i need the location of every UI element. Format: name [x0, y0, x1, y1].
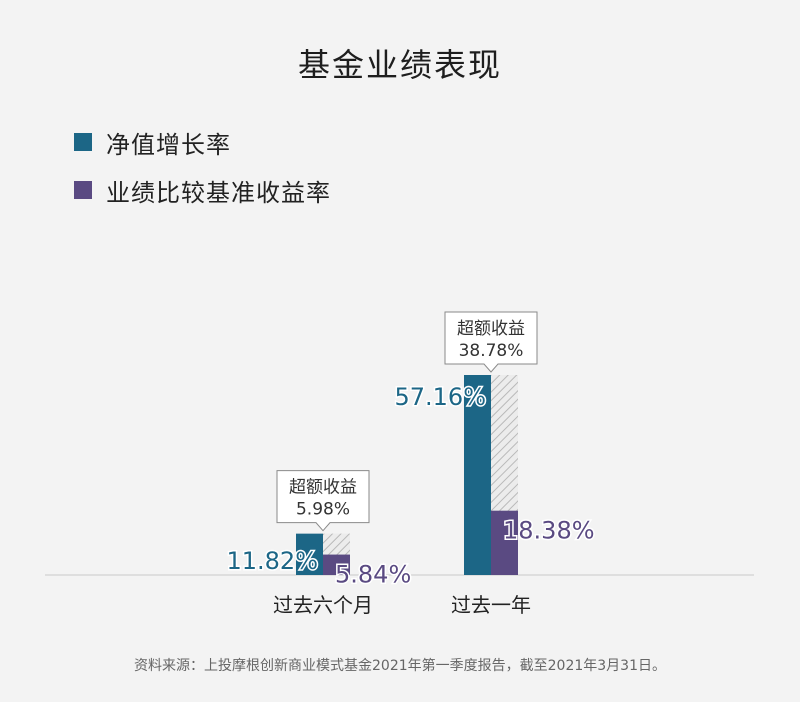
benchmark-value-label: 5.84%: [335, 561, 411, 589]
legend-label-nav-growth: 净值增长率: [106, 130, 231, 159]
excess-return-callout: [276, 470, 370, 532]
benchmark-bar: [491, 510, 518, 575]
bar-chart: 11.82% 5.84%过去六个月超额收益5.98%57.16%18.38%过去一…: [45, 311, 754, 617]
legend-swatch-nav-growth: [74, 133, 92, 151]
nav-growth-bar: [296, 533, 323, 575]
legend: 净值增长率 业绩比较基准收益率: [74, 118, 331, 214]
excess-return-value: 38.78%: [459, 341, 524, 361]
nav-growth-value-label: 57.16%: [394, 383, 486, 411]
chart-title: 基金业绩表现: [297, 46, 502, 84]
benchmark-value-label: 18.38%: [503, 517, 595, 545]
benchmark-bar: [323, 554, 350, 575]
excess-return-callout: [444, 311, 538, 373]
legend-item-nav-growth: 净值增长率: [74, 118, 331, 166]
excess-return-title: 超额收益: [457, 319, 525, 339]
category-tick-label: 过去一年: [451, 593, 531, 617]
source-note: 资料来源：上投摩根创新商业模式基金2021年第一季度报告，截至2021年3月31…: [134, 658, 666, 674]
excess-return-value: 5.98%: [296, 500, 350, 520]
category-tick-label: 过去六个月: [273, 593, 373, 617]
legend-item-benchmark: 业绩比较基准收益率: [74, 166, 331, 214]
nav-growth-bar: [464, 375, 491, 575]
legend-swatch-benchmark: [74, 181, 92, 199]
legend-label-benchmark: 业绩比较基准收益率: [106, 178, 331, 207]
nav-growth-value-label: 11.82%: [226, 547, 318, 575]
excess-return-title: 超额收益: [289, 478, 357, 498]
